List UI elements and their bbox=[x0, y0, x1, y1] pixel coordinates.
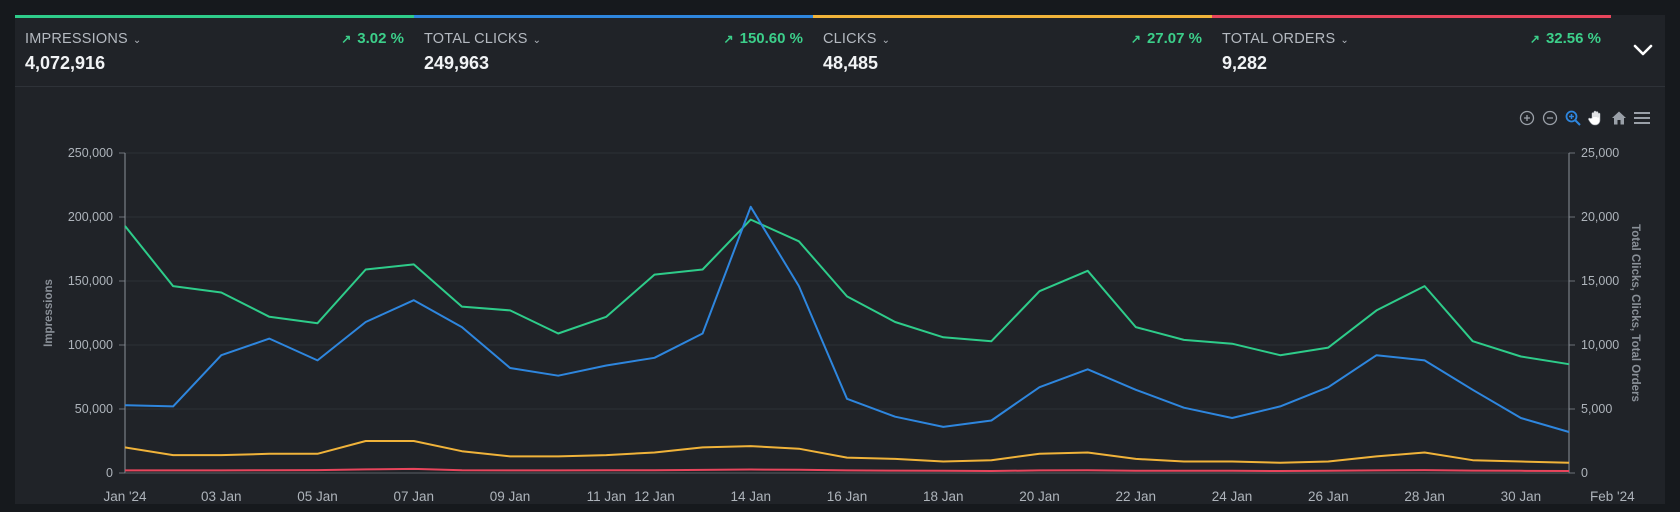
kpi-change: ↗ 3.02 % bbox=[341, 30, 404, 47]
kpi-value: 249,963 bbox=[424, 53, 490, 73]
kpi-color-bar bbox=[813, 15, 1212, 18]
x-tick-label: 26 Jan bbox=[1308, 489, 1349, 504]
x-tick-label: 05 Jan bbox=[297, 489, 338, 504]
y-tick-label-right: 10,000 bbox=[1581, 338, 1619, 352]
kpi-total-orders[interactable]: TOTAL ORDERS ⌄ 9,282 ↗ 32.56 % bbox=[1212, 15, 1611, 86]
y-tick-label-left: 0 bbox=[106, 466, 113, 480]
kpi-change-value: 150.60 % bbox=[739, 30, 803, 47]
kpi-row: IMPRESSIONS ⌄ 4,072,916 ↗ 3.02 % TOTAL CLI… bbox=[15, 15, 1665, 86]
series-line-impressions bbox=[124, 218, 1570, 366]
x-tick-label: 11 Jan bbox=[587, 489, 627, 504]
y-tick-label-right: 0 bbox=[1581, 466, 1588, 480]
trend-up-icon: ↗ bbox=[723, 32, 734, 46]
y-axis-title-left: Impressions bbox=[43, 279, 55, 347]
x-tick-label: 28 Jan bbox=[1404, 489, 1445, 504]
x-tick-label: 12 Jan bbox=[634, 489, 675, 504]
kpi-label: TOTAL ORDERS bbox=[1222, 31, 1336, 47]
kpi-color-bar bbox=[414, 15, 813, 18]
analytics-panel: IMPRESSIONS ⌄ 4,072,916 ↗ 3.02 % TOTAL CLI… bbox=[15, 15, 1665, 504]
kpi-total-clicks[interactable]: TOTAL CLICKS ⌄ 249,963 ↗ 150.60 % bbox=[414, 15, 813, 86]
trend-up-icon: ↗ bbox=[1529, 32, 1540, 46]
x-tick-label: 09 Jan bbox=[490, 489, 531, 504]
menu-icon[interactable] bbox=[1633, 109, 1651, 127]
y-tick-label-left: 100,000 bbox=[68, 338, 113, 352]
kpi-value: 48,485 bbox=[823, 53, 879, 73]
kpi-label-dropdown[interactable]: TOTAL CLICKS ⌄ bbox=[424, 31, 541, 47]
kpi-label: IMPRESSIONS bbox=[25, 31, 128, 47]
x-tick-label: 18 Jan bbox=[923, 489, 964, 504]
kpi-label-dropdown[interactable]: CLICKS ⌄ bbox=[823, 31, 890, 47]
kpi-color-bar bbox=[1212, 15, 1611, 18]
kpi-change: ↗ 27.07 % bbox=[1131, 30, 1202, 47]
kpi-impressions[interactable]: IMPRESSIONS ⌄ 4,072,916 ↗ 3.02 % bbox=[15, 15, 414, 86]
chevron-down-icon: ⌄ bbox=[532, 35, 542, 46]
x-tick-label: 22 Jan bbox=[1116, 489, 1157, 504]
x-tick-label: 16 Jan bbox=[827, 489, 868, 504]
x-tick-label: 14 Jan bbox=[730, 489, 771, 504]
series-line-total-orders bbox=[125, 467, 1570, 472]
y-tick-label-left: 150,000 bbox=[68, 274, 113, 288]
x-tick-label: 03 Jan bbox=[201, 489, 242, 504]
y-tick-label-right: 20,000 bbox=[1581, 210, 1619, 224]
chevron-down-icon: ⌄ bbox=[881, 35, 891, 46]
y-tick-label-left: 50,000 bbox=[75, 402, 113, 416]
series-line-total-clicks bbox=[124, 205, 1570, 433]
line-chart: 0 50,000 100,000 150,000 200,000 250,000 0 5,00… bbox=[43, 146, 1641, 504]
kpi-color-bar bbox=[15, 15, 414, 18]
zoom-in-icon[interactable] bbox=[1518, 109, 1536, 127]
trend-up-icon: ↗ bbox=[1130, 32, 1141, 46]
selection-zoom-icon[interactable] bbox=[1564, 109, 1582, 127]
kpi-label-dropdown[interactable]: TOTAL ORDERS ⌄ bbox=[1222, 31, 1349, 47]
kpi-change: ↗ 150.60 % bbox=[724, 30, 803, 47]
y-axis-title-right: Total Clicks, Clicks, Total Orders bbox=[1629, 224, 1641, 402]
x-tick-label: Feb '24 bbox=[1590, 489, 1635, 504]
zoom-out-icon[interactable] bbox=[1541, 109, 1559, 127]
x-tick-label: 30 Jan bbox=[1501, 489, 1542, 504]
home-icon[interactable] bbox=[1610, 109, 1628, 127]
kpi-value: 9,282 bbox=[1222, 53, 1268, 73]
kpi-change-value: 3.02 % bbox=[357, 30, 404, 47]
kpi-change-value: 32.56 % bbox=[1545, 30, 1601, 47]
kpi-label-dropdown[interactable]: IMPRESSIONS ⌄ bbox=[25, 31, 142, 47]
chevron-down-icon bbox=[1633, 44, 1653, 56]
kpi-clicks[interactable]: CLICKS ⌄ 48,485 ↗ 27.07 % bbox=[813, 15, 1212, 86]
collapse-kpis-button[interactable] bbox=[1630, 37, 1656, 63]
x-tick-label: 07 Jan bbox=[394, 489, 435, 504]
chevron-down-icon: ⌄ bbox=[1340, 35, 1349, 46]
y-tick-label-left: 200,000 bbox=[68, 210, 113, 224]
kpi-label: CLICKS bbox=[823, 31, 877, 47]
trend-up-icon: ↗ bbox=[341, 32, 352, 46]
chevron-down-icon: ⌄ bbox=[132, 35, 142, 46]
y-tick-label-right: 5,000 bbox=[1581, 402, 1612, 416]
y-tick-label-left: 250,000 bbox=[68, 146, 113, 160]
pan-icon[interactable] bbox=[1587, 109, 1605, 127]
chart-area: 0 50,000 100,000 150,000 200,000 250,000 0 5,00… bbox=[15, 86, 1665, 505]
kpi-label: TOTAL CLICKS bbox=[424, 31, 528, 47]
kpi-value: 4,072,916 bbox=[25, 53, 106, 73]
kpi-change: ↗ 32.56 % bbox=[1530, 30, 1601, 47]
x-tick-label: Jan '24 bbox=[103, 489, 147, 504]
kpi-change-value: 27.07 % bbox=[1146, 30, 1202, 47]
y-tick-label-right: 15,000 bbox=[1581, 274, 1619, 288]
x-tick-label: 24 Jan bbox=[1212, 489, 1253, 504]
y-tick-label-right: 25,000 bbox=[1581, 146, 1619, 160]
series-line-clicks bbox=[124, 440, 1570, 464]
chart-toolbar bbox=[1518, 109, 1651, 129]
x-tick-label: 20 Jan bbox=[1019, 489, 1060, 504]
